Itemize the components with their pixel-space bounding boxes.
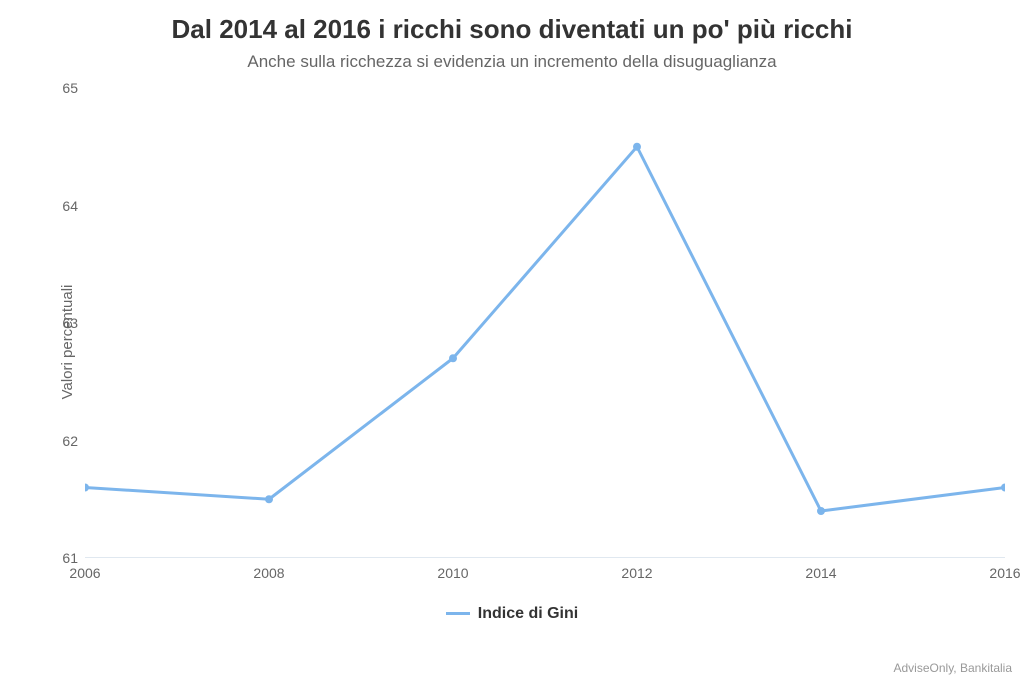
x-tick-label: 2012 [621, 565, 652, 581]
y-tick-label: 61 [48, 550, 78, 566]
y-tick-label: 65 [48, 80, 78, 96]
x-tick-label: 2006 [69, 565, 100, 581]
legend: Indice di Gini [0, 605, 1024, 623]
y-axis-label: Valori percentuali [59, 284, 76, 399]
x-tick-label: 2010 [437, 565, 468, 581]
chart-credits: AdviseOnly, Bankitalia [894, 661, 1013, 675]
legend-label: Indice di Gini [478, 605, 578, 622]
chart-subtitle: Anche sulla ricchezza si evidenzia un in… [0, 52, 1024, 72]
plot-area [85, 88, 1005, 558]
x-tick-label: 2008 [253, 565, 284, 581]
y-tick-label: 63 [48, 315, 78, 331]
chart-title: Dal 2014 al 2016 i ricchi sono diventati… [0, 14, 1024, 45]
y-tick-label: 64 [48, 198, 78, 214]
legend-swatch [446, 612, 470, 615]
line-chart: Dal 2014 al 2016 i ricchi sono diventati… [0, 0, 1024, 683]
y-tick-label: 62 [48, 433, 78, 449]
plot-svg [85, 88, 1005, 558]
x-tick-label: 2014 [805, 565, 836, 581]
x-tick-label: 2016 [989, 565, 1020, 581]
